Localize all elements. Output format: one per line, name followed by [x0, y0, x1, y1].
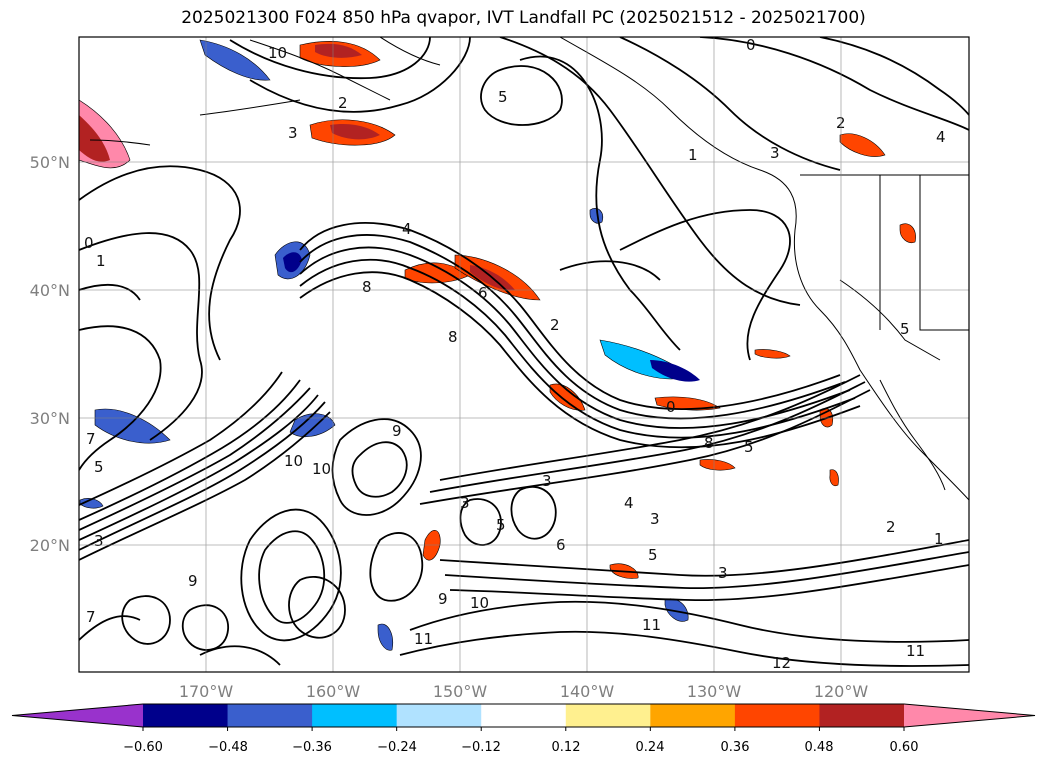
contour-label: 5: [900, 320, 910, 338]
colorbar-segment: [734, 704, 820, 727]
contour-label: 5: [498, 88, 508, 106]
colorbar-extend-high: [904, 704, 1035, 727]
colorbar-tick: −0.12: [461, 740, 501, 755]
lat-label-50n: 50°N: [30, 153, 70, 172]
colorbar-tick: 0.12: [552, 740, 581, 755]
contour-label: 7: [86, 608, 96, 626]
colorbar-segment: [312, 704, 398, 727]
grid-lines: [79, 37, 969, 672]
lon-label-160w: 160°W: [306, 682, 361, 701]
contour-label: 5: [496, 516, 506, 534]
contour-label: 8: [448, 328, 458, 346]
colorbar: [11, 703, 1036, 731]
contour-label: 0: [666, 398, 676, 416]
contour-label: 1: [96, 252, 106, 270]
contour-label: 8: [704, 434, 714, 452]
lat-label-30n: 30°N: [30, 409, 70, 428]
contour-label: 7: [86, 430, 96, 448]
colorbar-segment: [819, 704, 905, 727]
plot-area: 10 2 3 5 0 1 2 3 4 8 6 2 8 0 8 5 3 4 3 5…: [79, 36, 969, 672]
colorbar-tick: 0.24: [636, 740, 665, 755]
lat-label-40n: 40°N: [30, 281, 70, 300]
contour-label: 10: [312, 460, 331, 478]
contour-label: 1: [688, 146, 698, 164]
colorbar-tick: −0.36: [292, 740, 332, 755]
latitude-labels: 50°N 40°N 30°N 20°N: [30, 153, 70, 555]
colorbar-tick: −0.24: [377, 740, 417, 755]
contour-label: 4: [936, 128, 946, 146]
contour-label: 10: [268, 44, 287, 62]
lon-label-140w: 140°W: [560, 682, 615, 701]
ivt-contour-lines: [79, 37, 969, 667]
contour-label: 0: [746, 36, 756, 54]
colorbar-tick: 0.60: [890, 740, 919, 755]
contour-label: 2: [886, 518, 896, 536]
contour-label: 2: [338, 94, 348, 112]
colorbar-segment: [565, 704, 651, 727]
colorbar-tick: −0.48: [208, 740, 248, 755]
colorbar-extend-low: [12, 704, 143, 727]
contour-label: 5: [648, 546, 658, 564]
contour-label: 1: [934, 530, 944, 548]
colorbar-tick-labels: −0.60 −0.48 −0.36 −0.24 −0.12 0.12 0.24 …: [123, 740, 918, 755]
colorbar-tick: 0.48: [805, 740, 834, 755]
contour-label: 11: [414, 630, 433, 648]
contour-label: 9: [188, 572, 198, 590]
lon-label-170w: 170°W: [179, 682, 234, 701]
contour-label: 3: [718, 564, 728, 582]
contour-label: 3: [770, 144, 780, 162]
plot-frame: [78, 36, 970, 673]
colorbar-tick: 0.36: [721, 740, 750, 755]
contour-label: 5: [744, 438, 754, 456]
contour-label: 12: [772, 654, 791, 672]
colorbar-tick: −0.60: [123, 740, 163, 755]
contour-label: 4: [624, 494, 634, 512]
colorbar-segment: [227, 704, 313, 727]
contour-label: 11: [642, 616, 661, 634]
colorbar-segment: [650, 704, 736, 727]
map-title: 2025021300 F024 850 hPa qvapor, IVT Land…: [181, 8, 866, 28]
contour-label: 10: [470, 594, 489, 612]
contour-label: 3: [650, 510, 660, 528]
contour-label: 8: [362, 278, 372, 296]
contour-label: 9: [392, 422, 402, 440]
contour-label: 4: [402, 220, 412, 238]
contour-label: 0: [84, 234, 94, 252]
contour-label: 3: [288, 124, 298, 142]
longitude-labels: 170°W 160°W 150°W 140°W 130°W 120°W: [179, 682, 869, 701]
contour-label: 6: [478, 284, 488, 302]
lon-label-120w: 120°W: [814, 682, 869, 701]
colorbar-segment: [481, 704, 567, 727]
contour-label: 11: [906, 642, 925, 660]
lon-label-130w: 130°W: [687, 682, 742, 701]
colorbar-segment: [396, 704, 482, 727]
contour-label: 3: [94, 532, 104, 550]
contour-label: 5: [94, 458, 104, 476]
contour-label: 3: [542, 472, 552, 490]
lon-label-150w: 150°W: [433, 682, 488, 701]
contour-label: 9: [438, 590, 448, 608]
contour-label: 2: [550, 316, 560, 334]
lat-label-20n: 20°N: [30, 536, 70, 555]
colorbar-segment: [143, 704, 229, 727]
coastlines: [89, 37, 969, 501]
contour-label: 10: [284, 452, 303, 470]
contour-label: 3: [460, 494, 470, 512]
